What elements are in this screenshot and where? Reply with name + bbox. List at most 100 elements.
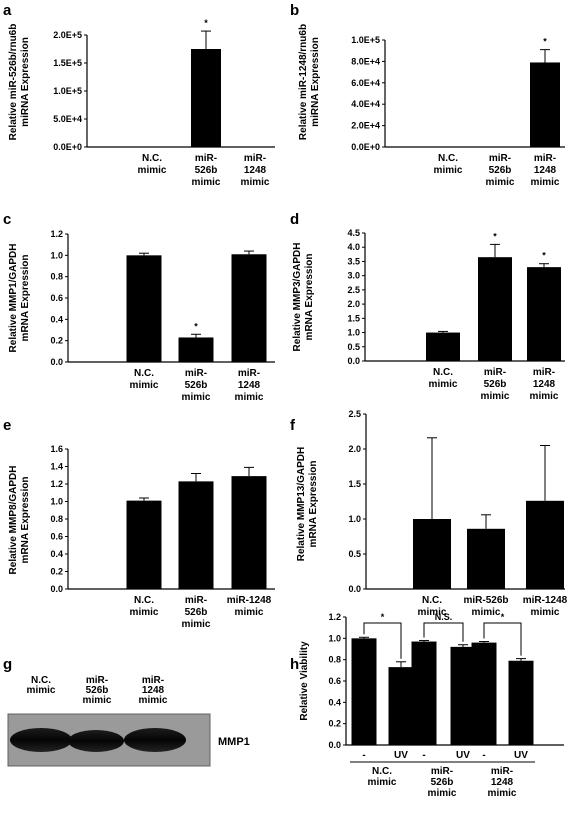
chart-e-tick-label: 0.2: [50, 567, 63, 577]
chart-h-tick-label: 1.2: [328, 612, 341, 622]
chart-a-tick-label: 1.0E+5: [53, 86, 82, 96]
chart-f: 0.00.51.01.52.02.5N.C.mimicmiR-526bmimic…: [296, 409, 568, 618]
chart-e-category-label: miR-: [185, 595, 207, 606]
chart-f-bar: [413, 519, 451, 589]
chart-a-category-label: N.C.: [142, 153, 162, 164]
chart-b-category-label: 1248: [534, 165, 557, 176]
chart-a-bar: [191, 49, 221, 147]
chart-e-bar: [126, 500, 162, 589]
chart-h-tick-label: 0.6: [328, 676, 341, 686]
chart-h-category-label: -: [422, 750, 425, 761]
chart-c-category-label: mimic: [182, 392, 211, 403]
panel-letter-h: h: [290, 656, 299, 673]
chart-a: 0.0E+05.0E+41.0E+51.5E+52.0E+5*N.C.mimic…: [8, 18, 275, 188]
chart-d-category-label: miR-: [484, 367, 506, 378]
panel-letter-e: e: [3, 417, 11, 434]
chart-h-group-label: N.C.: [372, 766, 392, 777]
chart-d-ylabel: mRNA Expression: [304, 254, 315, 341]
chart-h-bar: [508, 660, 534, 745]
chart-b-category-label: mimic: [434, 165, 463, 176]
chart-a-category-label: mimic: [192, 177, 221, 188]
chart-e-tick-label: 1.2: [50, 479, 63, 489]
chart-a-significance: *: [204, 18, 208, 28]
chart-c-tick-label: 0.0: [50, 357, 63, 367]
chart-c-tick-label: 0.8: [50, 272, 63, 282]
chart-a-ylabel: Relative miR-526b/rnu6b: [8, 24, 19, 141]
chart-c-category-label: miR-: [238, 368, 260, 379]
chart-b-ylabel: Relative miR-1248/rnu6b: [298, 24, 309, 140]
chart-f-tick-label: 2.5: [348, 409, 361, 419]
chart-d-tick-label: 4.0: [347, 242, 360, 252]
chart-e-category-label: 526b: [185, 607, 208, 618]
chart-h: 0.00.20.40.60.81.01.2- UV - UV - UVN.C.mimicm…: [299, 612, 564, 799]
chart-c-category-label: miR-: [185, 368, 207, 379]
blot-lane-label: mimic: [27, 685, 56, 696]
chart-d-bar: [478, 257, 512, 361]
chart-d-tick-label: 1.5: [347, 313, 360, 323]
chart-f-ylabel: mRNA Expression: [308, 461, 319, 548]
blot-lane-label: miR-: [142, 675, 164, 686]
panel-letter-c: c: [3, 211, 11, 228]
chart-a-category-label: miR-: [195, 153, 217, 164]
blot-lane-label: miR-: [86, 675, 108, 686]
chart-e-tick-label: 1.4: [50, 462, 63, 472]
chart-h-group-label: mimic: [428, 788, 457, 799]
chart-b-tick-label: 1.0E+5: [351, 35, 380, 45]
chart-h-group-label: miR-: [491, 766, 513, 777]
chart-d-tick-label: 2.0: [347, 299, 360, 309]
chart-a-category-label: miR-: [244, 153, 266, 164]
chart-h-tick-label: 0.2: [328, 719, 341, 729]
chart-f-bar: [526, 500, 564, 589]
chart-d-tick-label: 3.0: [347, 271, 360, 281]
chart-h-bracket: [363, 622, 402, 659]
chart-a-tick-label: 0.0E+0: [53, 142, 82, 152]
chart-c-ylabel: Relative MMP1/GAPDH: [8, 244, 19, 353]
chart-c-category-label: N.C.: [134, 368, 154, 379]
blot-lane-label: mimic: [83, 695, 112, 706]
chart-h-bracket-label: N.S.: [435, 612, 453, 622]
chart-a-tick-label: 1.5E+5: [53, 58, 82, 68]
chart-c: 0.00.20.40.60.81.01.2*N.C.mimicmiR-526bm…: [8, 229, 275, 403]
chart-d-category-label: N.C.: [433, 367, 453, 378]
chart-c-category-label: 526b: [185, 380, 208, 391]
chart-a-ylabel: miRNA Expression: [20, 37, 31, 127]
chart-e: 0.00.20.40.60.81.01.21.41.6N.C.mimicmiR-…: [8, 444, 275, 630]
chart-f-category-label: mimic: [531, 607, 560, 618]
chart-e-tick-label: 0.4: [50, 549, 63, 559]
chart-h-group-label: 526b: [431, 777, 454, 788]
chart-b-category-label: mimic: [531, 177, 560, 188]
chart-e-category-label: mimic: [130, 607, 159, 618]
blot-lane-label: 1248: [142, 685, 165, 696]
chart-c-tick-label: 0.2: [50, 336, 63, 346]
chart-f-tick-label: 0.5: [348, 549, 361, 559]
chart-f-category-label: N.C.: [422, 595, 442, 606]
chart-h-bar: [471, 642, 497, 745]
chart-h-bracket-label: *: [381, 612, 385, 622]
chart-h-bar: [351, 638, 377, 745]
chart-f-tick-label: 0.0: [348, 584, 361, 594]
chart-h-bar: [450, 646, 476, 745]
chart-d-bar: [527, 267, 561, 361]
chart-f-category-label: miR-526b: [463, 595, 508, 606]
chart-b-significance: *: [543, 37, 547, 47]
chart-h-category-label: UV: [456, 750, 470, 761]
blot-lane-label: mimic: [139, 695, 168, 706]
chart-d-significance: *: [493, 231, 497, 241]
blot-band-lane-2: [68, 730, 124, 752]
panel-letter-a: a: [3, 2, 12, 19]
chart-e-tick-label: 0.6: [50, 532, 63, 542]
panel-letter-g: g: [3, 656, 12, 673]
chart-h-tick-label: 0.4: [328, 697, 341, 707]
chart-h-group-label: mimic: [368, 777, 397, 788]
chart-f-bar: [467, 528, 505, 589]
chart-b-bar: [530, 62, 560, 147]
chart-c-category-label: mimic: [235, 392, 264, 403]
chart-f-category-label: miR-1248: [523, 595, 568, 606]
chart-h-bracket-label: *: [501, 612, 505, 622]
blot-band-lane-1: [10, 728, 72, 752]
chart-e-tick-label: 0.0: [50, 584, 63, 594]
chart-h-bracket: [483, 622, 522, 656]
chart-c-category-label: mimic: [130, 380, 159, 391]
chart-e-category-label: mimic: [182, 619, 211, 630]
